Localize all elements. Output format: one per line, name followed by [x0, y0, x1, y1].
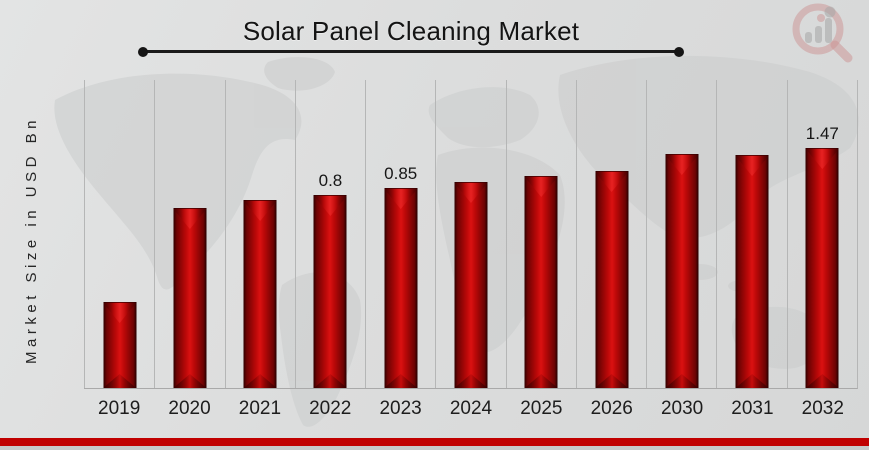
x-axis-label-2030: 2030 [660, 398, 704, 419]
underline-right-dot [674, 46, 684, 57]
y-axis-title: Market Size in USD Bn [23, 116, 40, 364]
bar-2026 [595, 171, 629, 388]
bar-2020 [173, 208, 207, 388]
x-axis-label-2031: 2031 [731, 398, 774, 419]
chart-column-2032: 1.47 [786, 80, 857, 388]
bar-2021 [243, 200, 277, 388]
title-underline [138, 46, 684, 57]
chart-column-2022: 0.8 [294, 80, 365, 388]
x-axis-label-2026: 2026 [590, 398, 633, 419]
x-axis-label-2020: 2020 [168, 398, 211, 419]
chart-column-2023: 0.85 [365, 80, 435, 388]
x-axis-label-2022: 2022 [309, 398, 352, 419]
bar-2030 [665, 154, 699, 388]
x-axis-label-2023: 2023 [379, 398, 422, 419]
bar-2031 [735, 155, 769, 388]
footer-accent-bar [0, 438, 869, 446]
bar-2019 [103, 302, 137, 388]
chart-column-2019 [84, 80, 154, 388]
chart-column-2021 [224, 80, 295, 388]
plot-area: 0.8 0.85 1.47 [84, 80, 858, 389]
chart-column-2020 [154, 80, 224, 388]
x-axis-label-2025: 2025 [520, 398, 563, 419]
underline-left-dot [138, 46, 148, 57]
data-label-2032: 1.47 [805, 124, 839, 143]
x-axis-label-2032: 2032 [801, 398, 844, 419]
chart-column-2031 [716, 80, 786, 388]
x-axis-label-2019: 2019 [98, 398, 141, 419]
x-axis-label-2021: 2021 [238, 398, 282, 419]
bar-2024 [454, 182, 488, 388]
chart-column-2025 [505, 80, 576, 388]
chart-column-2026 [575, 80, 646, 388]
bar-2022 [313, 195, 347, 388]
magnifier-bar-chart-logo-icon [792, 3, 853, 63]
data-label-2022: 0.8 [318, 171, 343, 190]
footer-under-strip [0, 446, 869, 450]
chart-column-2024 [435, 80, 505, 388]
chart-header: Solar Panel Cleaning Market [138, 16, 684, 57]
bar-2023 [384, 188, 418, 388]
x-axis-label-2024: 2024 [449, 398, 493, 419]
chart-column-2030 [646, 80, 716, 388]
chart-title: Solar Panel Cleaning Market [242, 16, 580, 46]
x-axis: 2019 2020 2021 2022 2023 2024 2025 2026 2030 2031… [84, 398, 858, 424]
data-label-2023: 0.85 [384, 164, 418, 183]
bar-2032 [805, 148, 839, 388]
bar-2025 [524, 176, 558, 388]
